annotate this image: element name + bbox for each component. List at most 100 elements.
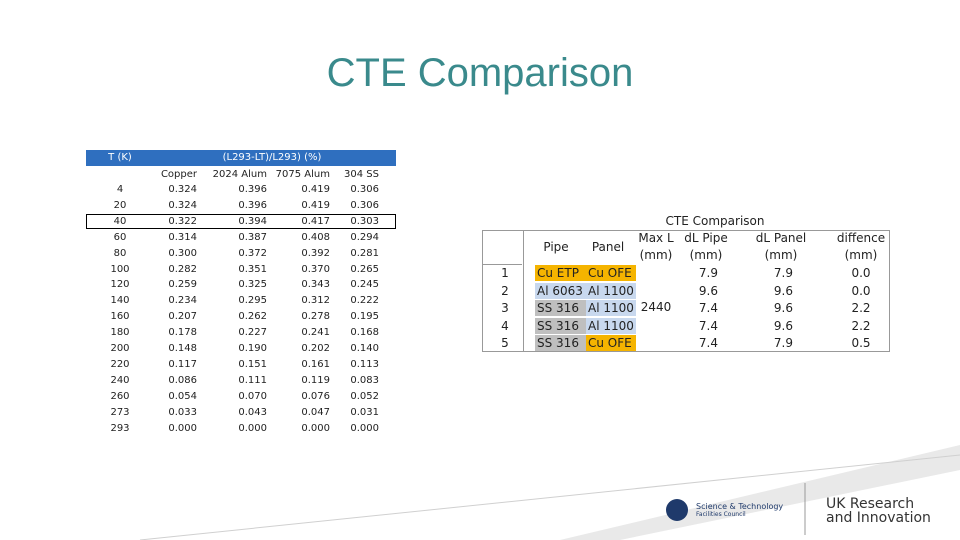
cell: 7.9 <box>698 266 718 280</box>
cell: 0.312 <box>301 295 330 307</box>
row-label: 60 <box>113 231 127 243</box>
row-label: 240 <box>110 374 130 386</box>
cell: 0.043 <box>238 406 267 418</box>
cell: 7.4 <box>698 318 718 333</box>
stfc-logo-text: Science & Technology <box>696 502 784 511</box>
cell: SS 316 <box>535 335 587 351</box>
cell: 0.000 <box>238 422 267 434</box>
cell: 0.417 <box>301 215 330 227</box>
column-header: Pipe <box>543 240 569 254</box>
cell: 2.2 <box>851 318 871 333</box>
row-index: 5 <box>501 336 509 350</box>
cell: 0.408 <box>301 231 330 243</box>
cell: 0.282 <box>168 263 197 275</box>
cell: 0.000 <box>350 422 379 434</box>
cell: 0.343 <box>301 279 330 291</box>
cell: 0.419 <box>301 199 330 211</box>
cell: 0.052 <box>350 390 379 402</box>
cell: 2440 <box>640 300 672 314</box>
cell: 0.325 <box>238 279 267 291</box>
cell: 0.262 <box>238 311 267 323</box>
row-label: 160 <box>110 311 130 323</box>
cell: 0.140 <box>350 343 379 354</box>
cell: 9.6 <box>773 283 793 298</box>
cell: 0.033 <box>168 406 197 418</box>
cell: 0.031 <box>350 406 379 418</box>
cell: 0.394 <box>238 215 267 227</box>
cell: Al 6063 <box>535 282 587 299</box>
cell: 0.303 <box>350 215 379 227</box>
cell: 9.6 <box>698 283 718 298</box>
cell: 0.111 <box>238 374 267 386</box>
cell: 0.392 <box>301 247 330 259</box>
cell: 0.0 <box>851 266 871 280</box>
ukri-logo-text: and Innovation <box>826 510 931 526</box>
cell: 0.245 <box>350 279 379 291</box>
cell: 0.396 <box>238 184 267 195</box>
cell: 9.6 <box>773 318 793 333</box>
row-label: 100 <box>110 263 130 275</box>
cell: 0.281 <box>350 247 379 259</box>
cell: 0.222 <box>350 295 379 307</box>
cell: 0.047 <box>301 406 330 418</box>
row-label: 20 <box>113 199 127 211</box>
cell: 0.202 <box>301 343 330 354</box>
row-label: 40 <box>113 215 127 227</box>
row-label: 200 <box>110 343 130 354</box>
cell: 0.070 <box>238 390 267 402</box>
cell: 0.119 <box>301 374 330 386</box>
cell: 0.161 <box>301 358 330 370</box>
cell: 9.6 <box>773 301 793 315</box>
table-caption: CTE Comparison <box>665 214 765 228</box>
row-label: 273 <box>110 406 130 418</box>
cell: 0.306 <box>350 199 379 211</box>
cell: SS 316 <box>535 300 587 316</box>
column-header: Max L (mm) <box>638 231 674 262</box>
table-border <box>482 230 890 352</box>
cell: 0.351 <box>238 263 267 275</box>
cell: 0.265 <box>350 263 379 275</box>
column-header: dL Panel (mm) <box>755 231 807 262</box>
cell: 0.000 <box>301 422 330 434</box>
table-divider <box>482 264 522 265</box>
cell: 7.9 <box>773 336 793 350</box>
cell: SS 316 <box>535 317 587 334</box>
cell: 0.207 <box>168 311 197 323</box>
cell: Cu OFE <box>586 265 636 281</box>
cell: 0.396 <box>238 199 267 211</box>
cell: 0.117 <box>168 358 197 370</box>
cell: 0.227 <box>238 327 267 339</box>
cell: 7.9 <box>773 266 793 280</box>
cell: 0.387 <box>238 231 267 243</box>
cell: 0.324 <box>168 184 197 195</box>
cell: 0.419 <box>301 184 330 195</box>
column-header: 7075 Alum <box>275 169 330 180</box>
cell: 7.4 <box>698 301 718 315</box>
cell: 0.0 <box>851 283 871 298</box>
cell: 0.241 <box>301 327 330 339</box>
row-label: 140 <box>110 295 130 307</box>
row-label: 180 <box>110 327 130 339</box>
row-label: 120 <box>110 279 130 291</box>
column-header: Panel <box>591 240 625 254</box>
cell: 0.151 <box>238 358 267 370</box>
header-cell: (L293-LT)/L293) (%) <box>222 152 322 163</box>
cell: 0.314 <box>168 231 197 243</box>
cell: 0.300 <box>168 247 197 259</box>
cell: 0.086 <box>168 374 197 386</box>
row-label: 220 <box>110 358 130 370</box>
cell: 0.168 <box>350 327 379 339</box>
cell: 0.076 <box>301 390 330 402</box>
cell: 0.370 <box>301 263 330 275</box>
row-index: 4 <box>501 318 509 333</box>
row-label: 80 <box>113 247 127 259</box>
cell: 0.054 <box>168 390 197 402</box>
cell: 0.322 <box>168 215 197 227</box>
cell: 0.259 <box>168 279 197 291</box>
cell: 0.372 <box>238 247 267 259</box>
row-highlight <box>86 213 396 229</box>
column-header: 304 SS <box>344 169 379 180</box>
row-label: 4 <box>116 184 124 195</box>
